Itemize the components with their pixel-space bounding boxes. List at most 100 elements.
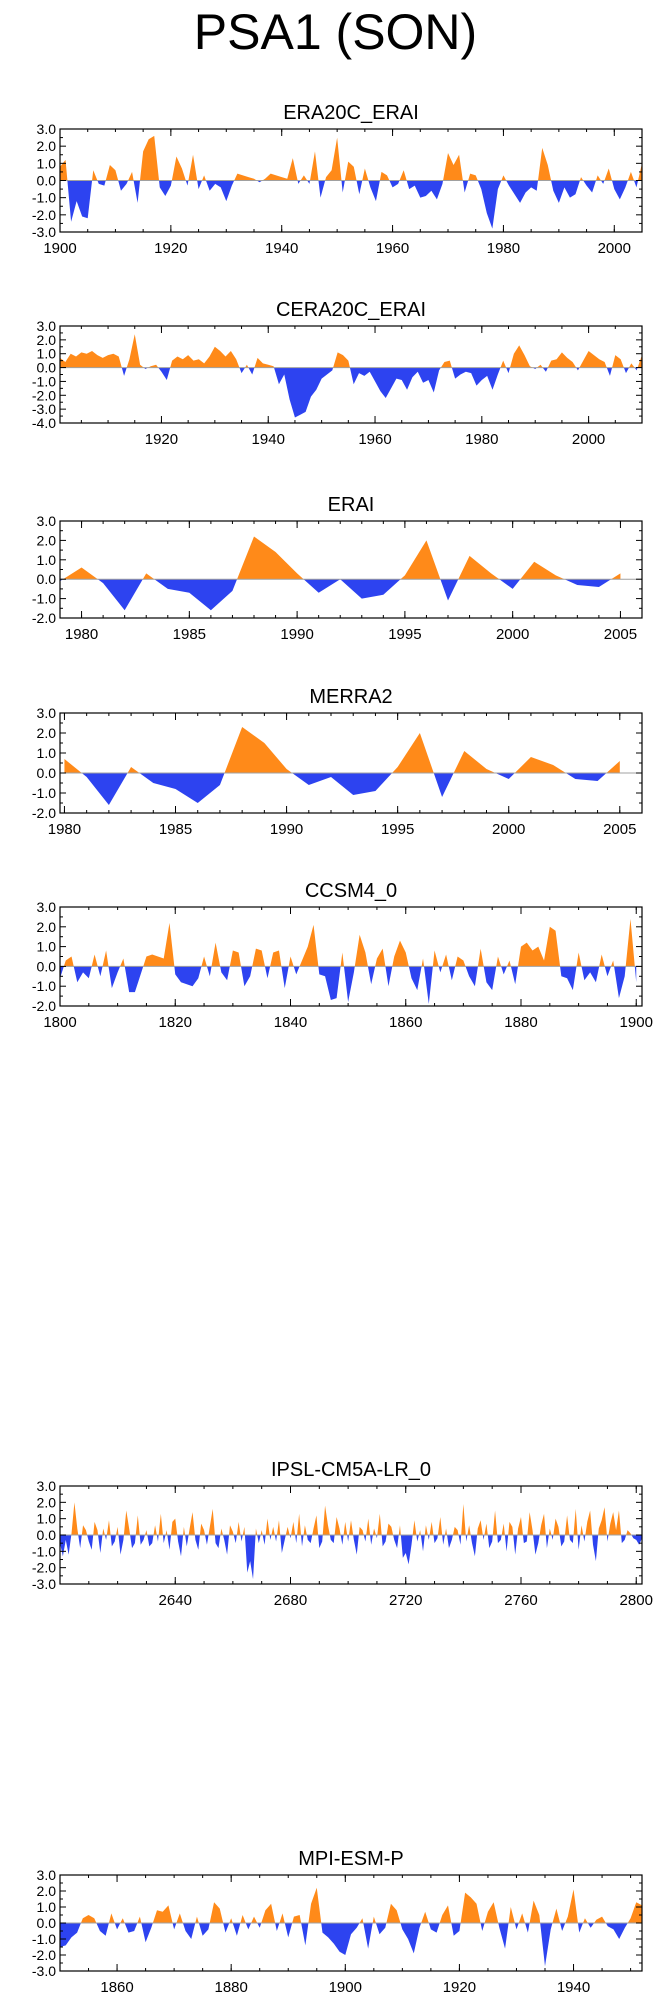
x-tick-label: 2000: [572, 431, 605, 448]
y-tick-label: 2.0: [37, 725, 57, 741]
positive-area-series: [60, 536, 621, 580]
y-tick-label: 0.0: [37, 360, 57, 376]
x-tick-label: 1900: [620, 1014, 653, 1031]
x-tick-label: 1860: [389, 1014, 422, 1031]
y-tick-label: -1.0: [32, 373, 56, 389]
x-tick-label: 1960: [358, 431, 391, 448]
y-tick-label: 3.0: [37, 318, 57, 334]
y-tick-label: 1.0: [37, 1511, 57, 1527]
y-tick-label: 0.0: [37, 571, 57, 587]
chart-panel-6: MPI-ESM-P 3.02.01.00.0-1.0-2.0-3.0 1860 188…: [32, 1848, 648, 1996]
y-tick-label: 0.0: [37, 1527, 57, 1543]
negative-area-series: [121, 367, 638, 418]
y-tick-label: 2.0: [37, 919, 57, 935]
x-tick-label: 1990: [270, 821, 303, 838]
y-tick-label: 1.0: [37, 1899, 57, 1915]
x-tick-label: 2760: [504, 1592, 537, 1609]
plot-area: [60, 1502, 645, 1580]
y-tick-label: -2.0: [32, 805, 56, 821]
chart-panel-2: ERAI 3.0 2.0 1.0 0.0 -1.0 -2.0 1980 1985 1990 1995…: [32, 494, 643, 643]
y-tick-label: -2.0: [32, 1947, 56, 1963]
plot-frame: [59, 325, 643, 424]
x-tick-label: 1820: [159, 1014, 192, 1031]
x-tick-label: 1940: [252, 431, 285, 448]
y-tick-label: 3.0: [37, 513, 57, 529]
positive-area-series: [60, 135, 642, 181]
y-tick-label: 1.0: [37, 346, 57, 362]
x-tick-label: 1900: [43, 240, 76, 257]
x-tick-label: 2000: [492, 821, 525, 838]
negative-area-series: [60, 1535, 642, 1580]
plot-area: [64, 727, 620, 805]
positive-area-series: [60, 334, 642, 368]
x-tick-label: 1860: [100, 1979, 133, 1996]
data-point-2803: [644, 1541, 645, 1542]
x-tick-label: 2005: [604, 626, 637, 643]
y-tick-label: 0.0: [37, 958, 57, 974]
y-tick-label: 3.0: [37, 1478, 57, 1494]
x-tick-label: 1995: [388, 626, 421, 643]
y-tick-label: -3.0: [32, 1963, 56, 1979]
plot-area: [59, 334, 642, 418]
y-tick-label: 2.0: [37, 1883, 57, 1899]
x-tick-label: 1920: [154, 240, 187, 257]
y-tick-label: 0.0: [37, 173, 57, 189]
y-tick-label: -1.0: [32, 1931, 56, 1947]
x-tick-label: 2640: [159, 1592, 192, 1609]
y-tick-label: -2.0: [32, 998, 56, 1014]
plot-area: [60, 918, 637, 1005]
negative-area-series: [60, 1923, 642, 1967]
y-tick-label: -3.0: [32, 224, 56, 240]
positive-area-series: [60, 1502, 642, 1535]
chart-title: CCSM4_0: [305, 880, 397, 902]
x-tick-label: 1985: [159, 821, 192, 838]
positive-area-series: [60, 918, 637, 967]
y-tick-label: 2.0: [37, 332, 57, 348]
plot-frame: [59, 520, 643, 619]
y-tick-label: 0.0: [37, 765, 57, 781]
x-tick-label: 2800: [620, 1592, 653, 1609]
x-tick-label: 1920: [145, 431, 178, 448]
plot-area: [60, 536, 621, 611]
negative-area-series: [60, 579, 612, 611]
chart-title: CERA20C_ERAI: [276, 299, 426, 321]
y-tick-label: -1.0: [32, 785, 56, 801]
y-tick-label: 2.0: [37, 532, 57, 548]
y-tick-label: 1.0: [37, 155, 57, 171]
x-tick-label: 1960: [376, 240, 409, 257]
y-tick-label: -1.0: [32, 1543, 56, 1559]
y-tick-label: -3.0: [32, 401, 56, 417]
positive-area-series: [64, 727, 620, 773]
x-tick-label: 1980: [65, 626, 98, 643]
x-tick-label: 1990: [280, 626, 313, 643]
y-tick-label: 1.0: [37, 745, 57, 761]
x-tick-label: 2000: [496, 626, 529, 643]
x-tick-label: 1800: [43, 1014, 76, 1031]
y-tick-label: 3.0: [37, 705, 57, 721]
x-tick-label: 1940: [557, 1979, 590, 1996]
chart-title: MERRA2: [309, 686, 392, 708]
y-tick-label: 2.0: [37, 1494, 57, 1510]
negative-area-series: [64, 773, 620, 805]
x-tick-label: 1985: [173, 626, 206, 643]
plot-area: [60, 1887, 648, 1967]
y-tick-label: -1.0: [32, 978, 56, 994]
y-tick-label: -2.0: [32, 1560, 56, 1576]
y-tick-label: -2.0: [32, 387, 56, 403]
data-points: [59, 334, 642, 418]
y-tick-label: -2.0: [32, 610, 56, 626]
x-tick-label: 1880: [504, 1014, 537, 1031]
data-point-1953: [647, 1906, 648, 1907]
plot-area: [60, 135, 642, 229]
y-tick-label: 3.0: [37, 121, 57, 137]
chart-title: IPSL-CM5A-LR_0: [271, 1459, 431, 1481]
negative-area-series: [60, 180, 642, 229]
chart-panel-5: IPSL-CM5A-LR_0 3.02.01.00.0-1.0-2.0-3.0 26…: [32, 1459, 653, 1609]
x-tick-label: 2000: [598, 240, 631, 257]
y-tick-label: -3.0: [32, 1576, 56, 1592]
chart-title: MPI-ESM-P: [298, 1848, 404, 1870]
x-tick-label: 2005: [603, 821, 636, 838]
